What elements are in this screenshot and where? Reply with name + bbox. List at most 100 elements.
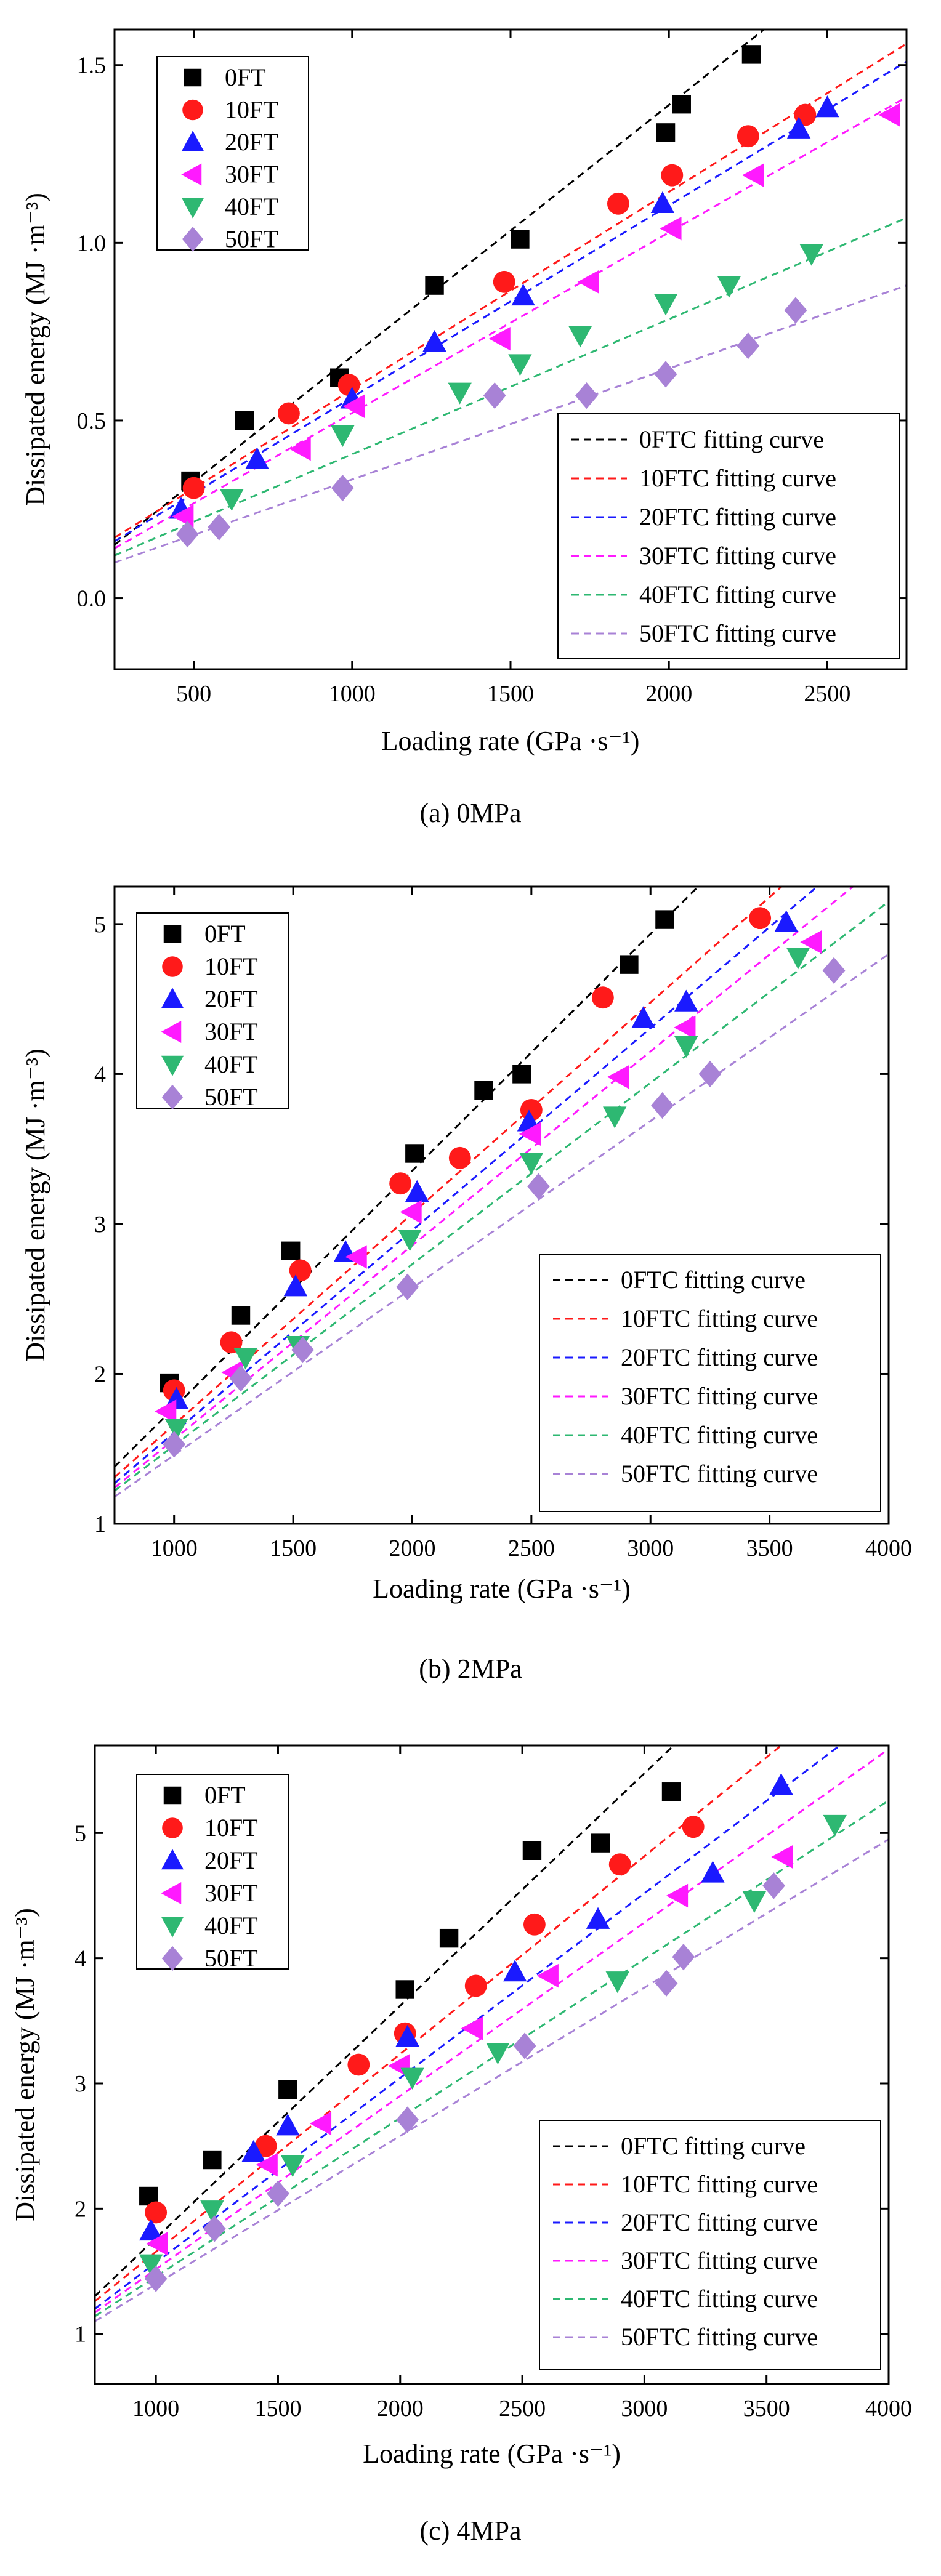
x-tick-label: 1000 <box>329 681 376 707</box>
legend-marker-30FT <box>181 163 202 186</box>
data-point-0FT-1 <box>203 2150 222 2170</box>
fit-legend-box <box>539 2120 881 2370</box>
chart-caption: (b) 2MPa <box>419 1654 522 1684</box>
legend-fit-label-20FT: 20FTC fitting curve <box>639 503 836 531</box>
data-point-0FT-4 <box>439 1928 459 1948</box>
x-tick-label: 1500 <box>270 1536 317 1561</box>
data-point-40FT-1 <box>233 1348 257 1370</box>
x-axis-label: Loading rate (GPa ·s⁻¹) <box>382 726 640 756</box>
data-point-10FT-7 <box>749 907 772 930</box>
data-point-10FT-4 <box>464 1974 487 1997</box>
legend-fit-label-30FT: 30FTC fitting curve <box>621 1382 818 1410</box>
legend-marker-30FT <box>161 1882 182 1904</box>
legend-fit-label-0FT: 0FTC fitting curve <box>639 425 824 453</box>
data-point-10FT-5 <box>661 164 684 187</box>
legend-label-40FT: 40FT <box>204 1050 258 1078</box>
data-point-30FT-4 <box>577 270 599 294</box>
data-point-10FT-1 <box>220 1331 243 1354</box>
data-point-50FT-1 <box>203 2215 226 2242</box>
legend-marker-40FT <box>161 1917 184 1938</box>
x-tick-label: 3500 <box>743 2396 790 2421</box>
data-point-0FT-2 <box>278 2080 297 2099</box>
data-point-10FT-4 <box>448 1146 471 1169</box>
x-tick-label: 1000 <box>151 1536 198 1561</box>
data-point-50FT-2 <box>267 2180 289 2207</box>
legend-fit-label-40FT: 40FTC fitting curve <box>639 581 836 608</box>
data-point-10FT-2 <box>347 2053 370 2076</box>
data-point-50FT-4 <box>527 1173 550 1200</box>
x-tick-label: 2500 <box>499 2396 546 2421</box>
data-point-10FT-4 <box>607 192 629 215</box>
legend-label-30FT: 30FT <box>225 161 278 188</box>
data-point-40FT-3 <box>400 2067 424 2090</box>
data-point-50FT-2 <box>331 475 354 502</box>
data-point-0FT-7 <box>661 1782 681 1801</box>
data-point-20FT-6 <box>674 989 698 1012</box>
data-point-40FT-0 <box>164 1418 188 1441</box>
data-point-40FT-4 <box>568 326 592 348</box>
plot-frame <box>113 885 890 1525</box>
data-point-40FT-2 <box>448 382 472 405</box>
y-tick-label: 1 <box>94 1511 106 1537</box>
data-point-10FT-2 <box>289 1259 312 1282</box>
data-point-10FT-0 <box>145 2201 168 2224</box>
legend-fit-label-0FT: 0FTC fitting curve <box>621 1266 806 1294</box>
data-point-20FT-1 <box>241 2139 265 2162</box>
legend-label-40FT: 40FT <box>204 1912 258 1939</box>
legend-label-10FT: 10FT <box>204 952 258 980</box>
data-point-20FT-3 <box>422 329 446 352</box>
legend-label-20FT: 20FT <box>204 985 258 1013</box>
data-point-30FT-7 <box>800 930 822 954</box>
legend-label-20FT: 20FT <box>225 128 278 156</box>
fit-lines <box>95 1745 889 2322</box>
data-point-0FT-3 <box>425 276 444 295</box>
legend-label-0FT: 0FT <box>204 920 246 948</box>
legend-fit-label-40FT: 40FTC fitting curve <box>621 2285 818 2312</box>
x-tick-label: 3000 <box>627 1536 674 1561</box>
x-tick-label: 1500 <box>487 681 534 707</box>
data-point-50FT-5 <box>654 361 677 388</box>
data-point-0FT-6 <box>591 1833 610 1853</box>
y-tick-label: 2 <box>94 1361 106 1387</box>
legend-marker-50FT <box>161 1946 184 1971</box>
legend-label-10FT: 10FT <box>204 1814 258 1841</box>
legend-fit-label-30FT: 30FTC fitting curve <box>621 2247 818 2274</box>
x-axis-label: Loading rate (GPa ·s⁻¹) <box>373 1574 631 1604</box>
legend-fit-label-40FT: 40FTC fitting curve <box>621 1421 818 1449</box>
data-point-50FT-3 <box>483 382 506 409</box>
data-point-50FT-5 <box>655 1970 678 1997</box>
legend-marker-50FT <box>161 1084 184 1110</box>
x-tick-label: 2500 <box>508 1536 555 1561</box>
data-point-20FT-5 <box>631 1006 655 1028</box>
data-point-0FT-7 <box>655 910 674 929</box>
dissipated-energy-chart-0MPa: 500 1000 1500 2000 2500 0.0 0.5 1.0 1.5 Loading r… <box>20 28 908 756</box>
legend-marker-0FT <box>163 925 182 943</box>
fit-line-40FT <box>115 901 889 1492</box>
x-tick-label: 1000 <box>132 2396 179 2421</box>
data-point-50FT-0 <box>176 521 199 548</box>
data-point-20FT-2 <box>276 2114 300 2136</box>
legend-marker-20FT <box>161 988 184 1008</box>
data-point-40FT-6 <box>717 276 741 298</box>
data-point-20FT-3 <box>405 1180 429 1202</box>
data-point-20FT-3 <box>395 2024 419 2047</box>
legend-fit-label-50FT: 50FTC fitting curve <box>639 619 836 647</box>
data-point-50FT-6 <box>737 332 760 360</box>
data-point-50FT-0 <box>144 2265 168 2292</box>
data-point-50FT-7 <box>784 297 807 324</box>
x-tick-label: 3500 <box>746 1536 793 1561</box>
data-point-0FT-3 <box>405 1144 424 1163</box>
data-point-30FT-2 <box>345 1245 367 1269</box>
fit-line-10FT <box>115 42 907 539</box>
fit-lines <box>115 30 907 564</box>
data-point-10FT-1 <box>254 2135 277 2157</box>
chart-panel-0MPa: 500 1000 1500 2000 2500 0.0 0.5 1.0 1.5 Loading r… <box>0 0 941 859</box>
data-point-0FT-6 <box>672 95 691 114</box>
data-point-20FT-7 <box>815 95 839 118</box>
x-tick-label: 500 <box>176 681 211 707</box>
data-point-10FT-1 <box>278 402 300 425</box>
data-point-40FT-5 <box>605 1971 629 1994</box>
fit-legend-box <box>539 1254 881 1512</box>
legend-fit-label-20FT: 20FTC fitting curve <box>621 2208 818 2236</box>
data-point-0FT-5 <box>512 1065 531 1084</box>
